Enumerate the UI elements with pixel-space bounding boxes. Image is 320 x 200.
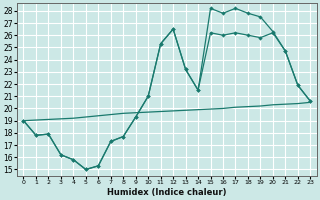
X-axis label: Humidex (Indice chaleur): Humidex (Indice chaleur) <box>107 188 227 197</box>
